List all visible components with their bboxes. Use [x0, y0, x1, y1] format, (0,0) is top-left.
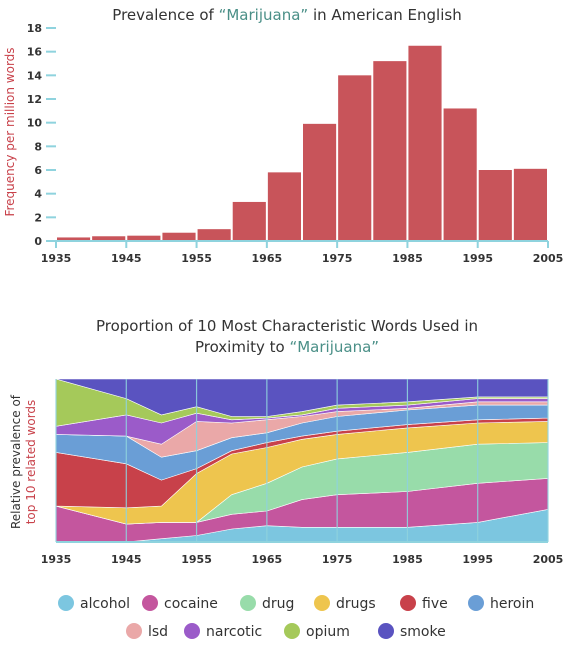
bar: [232, 201, 266, 241]
legend-swatch: [468, 595, 484, 611]
legend-label: drugs: [336, 596, 376, 612]
legend-item-smoke: smoke: [378, 623, 446, 640]
y-tick-label: 14: [27, 69, 43, 82]
legend-item-narcotic: narcotic: [184, 623, 262, 640]
bar: [92, 236, 126, 241]
legend-swatch: [400, 595, 416, 611]
chart-title: Proportion of 10 Most Characteristic Wor…: [96, 317, 478, 356]
y-tick-label: 0: [34, 235, 42, 248]
bar: [443, 108, 477, 241]
x-tick-label: 1955: [181, 553, 212, 566]
x-tick-label: 1995: [462, 252, 493, 265]
legend-label: lsd: [148, 624, 168, 640]
bar: [127, 235, 161, 241]
y-gridlines: 0 2 4 6 8 10 12 14 16 18: [27, 22, 56, 248]
y-tick-label: 8: [34, 140, 42, 153]
legend-item-five: five: [400, 595, 448, 612]
legend-item-heroin: heroin: [468, 595, 534, 612]
x-gridlines: [55, 379, 549, 542]
x-tick-label: 1935: [41, 553, 72, 566]
legend-label: alcohol: [80, 596, 130, 612]
x-tick-label: 1965: [252, 553, 283, 566]
legend-item-alcohol: alcohol: [58, 595, 130, 612]
x-tick-label: 1965: [252, 252, 283, 265]
legend-label: drug: [262, 596, 294, 612]
bar: [267, 172, 301, 241]
legend-swatch: [126, 623, 142, 639]
x-tick-label: 1945: [111, 252, 142, 265]
bar: [408, 45, 442, 241]
bar: [162, 232, 196, 241]
bar: [513, 168, 547, 241]
bar: [303, 123, 337, 241]
x-tick-label: 1995: [462, 553, 493, 566]
stacked-areas: [55, 378, 549, 543]
y-tick-label: 4: [34, 188, 42, 201]
chart-title: Prevalence of “Marijuana” in American En…: [112, 6, 461, 24]
legend-swatch: [378, 623, 394, 639]
x-tick-label: 2005: [533, 553, 564, 566]
y-tick-label: 2: [34, 211, 42, 224]
bars: [57, 45, 547, 242]
x-axis: 1935 1945 1955 1965 1975 1985 1995 2005: [41, 240, 564, 265]
bar: [373, 61, 407, 242]
prevalence-chart: Prevalence of “Marijuana” in American En…: [3, 6, 563, 265]
y-tick-label: 6: [34, 164, 42, 177]
legend-swatch: [284, 623, 300, 639]
legend-label: smoke: [400, 624, 446, 640]
x-tick-label: 1985: [392, 252, 423, 265]
legend-swatch: [314, 595, 330, 611]
legend-item-drugs: drugs: [314, 595, 376, 612]
y-tick-label: 12: [27, 93, 42, 106]
y-axis-label: Frequency per million words: [3, 47, 17, 216]
legend-swatch: [142, 595, 158, 611]
legend-item-cocaine: cocaine: [142, 595, 218, 612]
x-tick-label: 1945: [111, 553, 142, 566]
legend-label: cocaine: [164, 596, 218, 612]
y-tick-label: 16: [27, 46, 43, 59]
x-axis: 1935 1945 1955 1965 1975 1985 1995 2005: [41, 541, 564, 566]
y-tick-label: 10: [27, 117, 43, 130]
x-tick-label: 1955: [181, 252, 212, 265]
bar: [478, 170, 512, 241]
legend-swatch: [58, 595, 74, 611]
legend-label: narcotic: [206, 624, 262, 640]
legend-item-lsd: lsd: [126, 623, 168, 640]
proportion-chart: Proportion of 10 Most Characteristic Wor…: [9, 317, 563, 566]
legend-item-opium: opium: [284, 623, 350, 640]
legend-label: heroin: [490, 596, 534, 612]
x-tick-label: 1975: [322, 252, 353, 265]
legend-item-drug: drug: [240, 595, 294, 612]
legend-swatch: [240, 595, 256, 611]
bar: [197, 229, 231, 241]
legend-swatch: [184, 623, 200, 639]
x-tick-label: 1985: [392, 553, 423, 566]
legend-label: opium: [306, 624, 350, 640]
y-axis-label: Relative prevalence oftop 10 related wor…: [9, 394, 38, 529]
x-tick-label: 1975: [322, 553, 353, 566]
legend: alcohol cocaine drug drugs five heroin lsd narc…: [58, 595, 534, 640]
bar: [57, 237, 91, 241]
y-tick-label: 18: [27, 22, 42, 35]
bar: [338, 75, 372, 241]
legend-label: five: [422, 596, 448, 612]
x-tick-label: 1935: [41, 252, 72, 265]
x-tick-label: 2005: [533, 252, 564, 265]
